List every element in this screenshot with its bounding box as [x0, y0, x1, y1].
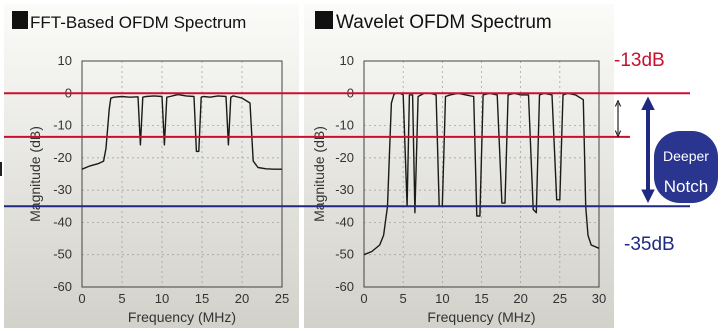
y-tick-label: -60 — [53, 279, 72, 294]
y-tick-label: -40 — [335, 214, 354, 229]
x-tick-label: 25 — [553, 291, 567, 306]
y-tick-label: -30 — [53, 182, 72, 197]
plot-frame — [81, 60, 283, 288]
panel-left — [4, 4, 299, 328]
label-35db: -35dB — [624, 234, 675, 255]
x-tick-label: 25 — [275, 291, 289, 306]
title-square-right — [315, 11, 333, 29]
y-tick-label: 10 — [58, 53, 72, 68]
label-13db: -13dB — [614, 50, 665, 71]
x-tick-label: 20 — [513, 291, 527, 306]
y-tick-label: -50 — [53, 247, 72, 262]
y-tick-label: -30 — [335, 182, 354, 197]
wavelet-chart: 051015202530100-10-20-30-40-50-60Frequen… — [311, 53, 606, 325]
x-tick-label: 5 — [118, 291, 125, 306]
y-tick-label: -10 — [53, 118, 72, 133]
spectrum-trace — [81, 93, 282, 170]
x-tick-label: 5 — [400, 291, 407, 306]
y-tick-label: -50 — [335, 247, 354, 262]
x-tick-label: 15 — [474, 291, 488, 306]
x-tick-label: 30 — [592, 291, 606, 306]
y-tick-label: -20 — [53, 150, 72, 165]
x-tick-label: 15 — [195, 291, 209, 306]
notch-label-line1: Deeper — [663, 148, 709, 164]
y-tick-label: -60 — [335, 279, 354, 294]
x-tick-label: 0 — [360, 291, 367, 306]
x-axis-label: Frequency (MHz) — [427, 309, 535, 325]
x-tick-label: 10 — [435, 291, 449, 306]
y-tick-label: 10 — [340, 53, 354, 68]
y-tick-label: -10 — [335, 118, 354, 133]
y-axis-label: Magnitude (dB) — [311, 126, 327, 222]
title-square-left — [12, 11, 28, 29]
notch-label-line2: Notch — [664, 177, 708, 196]
x-axis-label: Frequency (MHz) — [128, 309, 236, 325]
y-tick-label: -40 — [53, 214, 72, 229]
notch-bubble — [654, 131, 718, 203]
y-tick-label: -20 — [335, 150, 354, 165]
x-tick-label: 20 — [235, 291, 249, 306]
panel-right — [304, 4, 614, 328]
chart-title-left: FFT-Based OFDM Spectrum — [30, 13, 246, 32]
plot-frame — [363, 60, 600, 288]
chart-title-right: Wavelet OFDM Spectrum — [336, 12, 552, 33]
x-tick-label: 0 — [78, 291, 85, 306]
y-axis-label: Magnitude (dB) — [27, 126, 43, 222]
x-tick-label: 10 — [155, 291, 169, 306]
